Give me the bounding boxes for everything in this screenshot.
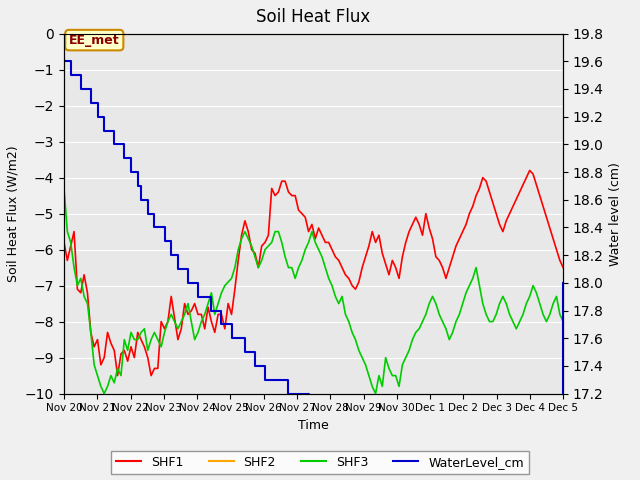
SHF2 (405, 31, 413, 36)
WaterLevel_cm (559, 280, 567, 286)
WaterLevel_cm (258, 363, 266, 369)
Text: EE_met: EE_met (69, 34, 120, 47)
SHF2 (225, 31, 232, 36)
WaterLevel_cm (476, 405, 483, 410)
Line: SHF3: SHF3 (64, 188, 563, 394)
Y-axis label: Soil Heat Flux (W/m2): Soil Heat Flux (W/m2) (6, 145, 19, 282)
SHF1 (526, 168, 534, 173)
WaterLevel_cm (305, 405, 312, 410)
SHF1 (325, 240, 333, 245)
SHF3 (261, 247, 269, 252)
SHF1 (476, 185, 483, 191)
SHF1 (228, 312, 236, 317)
SHF1 (345, 276, 353, 281)
SHF1 (114, 372, 122, 378)
SHF1 (408, 221, 416, 227)
SHF3 (325, 276, 333, 281)
SHF3 (100, 391, 108, 396)
Y-axis label: Water level (cm): Water level (cm) (609, 162, 623, 265)
SHF2 (258, 31, 266, 36)
WaterLevel_cm (345, 405, 353, 410)
SHF3 (345, 319, 353, 324)
SHF1 (60, 240, 68, 245)
X-axis label: Time: Time (298, 419, 329, 432)
WaterLevel_cm (325, 405, 333, 410)
SHF3 (476, 283, 483, 288)
SHF3 (559, 319, 567, 324)
SHF2 (342, 31, 349, 36)
Line: SHF1: SHF1 (64, 170, 563, 375)
WaterLevel_cm (60, 59, 68, 64)
WaterLevel_cm (408, 405, 416, 410)
SHF2 (321, 31, 329, 36)
Line: WaterLevel_cm: WaterLevel_cm (64, 61, 563, 408)
WaterLevel_cm (225, 322, 232, 327)
SHF2 (60, 31, 68, 36)
SHF3 (408, 336, 416, 342)
SHF3 (228, 276, 236, 281)
SHF1 (261, 240, 269, 245)
Title: Soil Heat Flux: Soil Heat Flux (257, 9, 371, 26)
Legend: SHF1, SHF2, SHF3, WaterLevel_cm: SHF1, SHF2, SHF3, WaterLevel_cm (111, 451, 529, 474)
SHF2 (559, 31, 567, 36)
SHF3 (60, 185, 68, 191)
SHF2 (472, 31, 480, 36)
SHF1 (559, 264, 567, 270)
